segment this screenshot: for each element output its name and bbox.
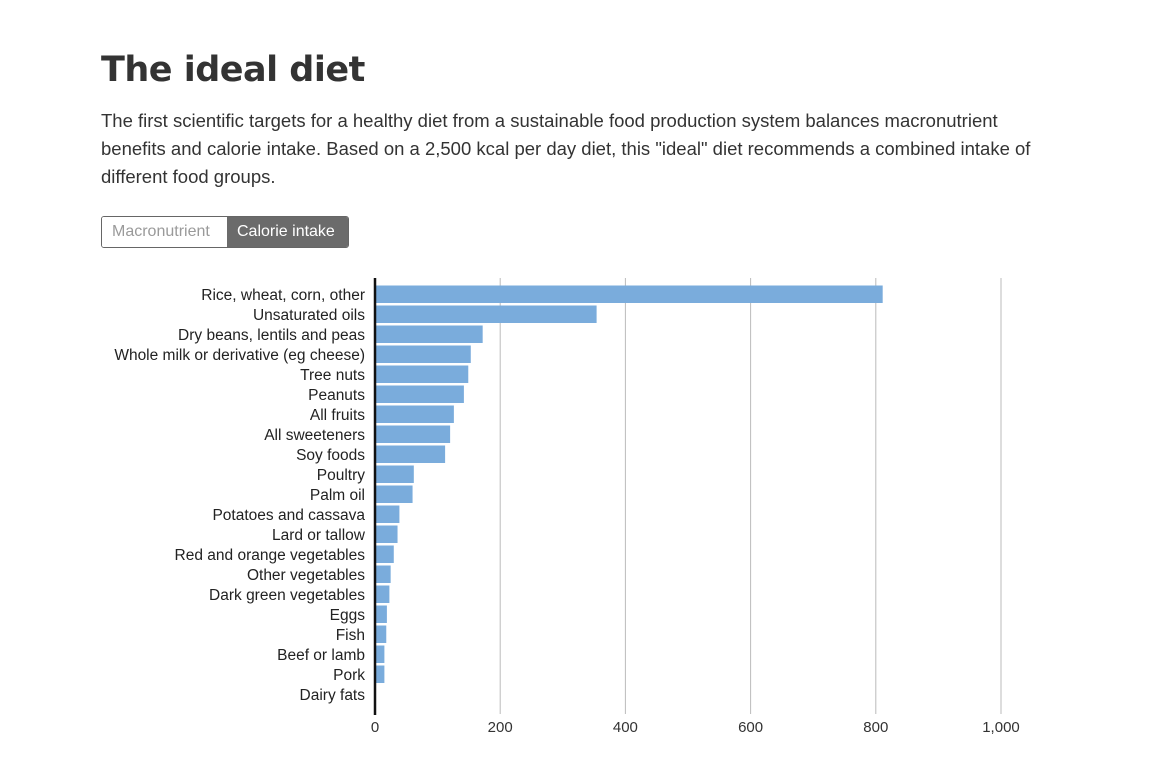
bar <box>375 445 446 463</box>
bar <box>375 405 454 423</box>
category-label: All sweeteners <box>264 427 365 444</box>
bar <box>375 325 483 343</box>
x-tick-label: 200 <box>488 719 513 736</box>
category-label: Eggs <box>330 607 366 624</box>
category-label: Rice, wheat, corn, other <box>201 287 365 304</box>
view-toggle: Macronutrient Calorie intake <box>101 216 349 248</box>
x-tick-label: 600 <box>738 719 763 736</box>
category-label: Unsaturated oils <box>253 307 365 324</box>
bar <box>375 585 390 603</box>
category-label: Dairy fats <box>300 687 366 704</box>
category-label: Palm oil <box>310 487 365 504</box>
bar <box>375 625 387 643</box>
category-label: Red and orange vegetables <box>175 547 366 564</box>
bar <box>375 365 469 383</box>
bar <box>375 465 414 483</box>
category-label: Potatoes and cassava <box>212 507 365 524</box>
bar <box>375 525 398 543</box>
bar <box>375 565 391 583</box>
category-label: Whole milk or derivative (eg cheese) <box>114 347 365 364</box>
x-tick-label: 0 <box>371 719 379 736</box>
category-label: Dark green vegetables <box>209 587 365 604</box>
category-label: Lard or tallow <box>272 527 366 544</box>
category-label: Peanuts <box>308 387 365 404</box>
bar <box>375 385 464 403</box>
category-label: Soy foods <box>296 447 365 464</box>
bar <box>375 665 385 683</box>
chart-title: The ideal diet <box>101 50 365 90</box>
category-label: Pork <box>333 667 365 684</box>
macronutrient-toggle-button[interactable]: Macronutrient <box>102 217 227 247</box>
bar <box>375 505 400 523</box>
bar <box>375 285 883 303</box>
chart-subtitle: The first scientific targets for a healt… <box>101 110 1031 187</box>
calorie-intake-toggle-button[interactable]: Calorie intake <box>227 217 348 247</box>
category-label: Beef or lamb <box>277 647 365 664</box>
category-label: Poultry <box>317 467 365 484</box>
bar <box>375 305 597 323</box>
bar <box>375 425 451 443</box>
bar <box>375 605 387 623</box>
bar <box>375 545 394 563</box>
bar <box>375 645 385 663</box>
bar <box>375 345 471 363</box>
x-tick-label: 1,000 <box>982 719 1020 736</box>
category-label: Tree nuts <box>300 367 365 384</box>
category-label: All fruits <box>310 407 365 424</box>
bar <box>375 485 413 503</box>
category-label: Fish <box>336 627 365 644</box>
category-label: Dry beans, lentils and peas <box>178 327 365 344</box>
category-label: Other vegetables <box>247 567 365 584</box>
x-tick-label: 800 <box>863 719 888 736</box>
x-tick-label: 400 <box>613 719 638 736</box>
